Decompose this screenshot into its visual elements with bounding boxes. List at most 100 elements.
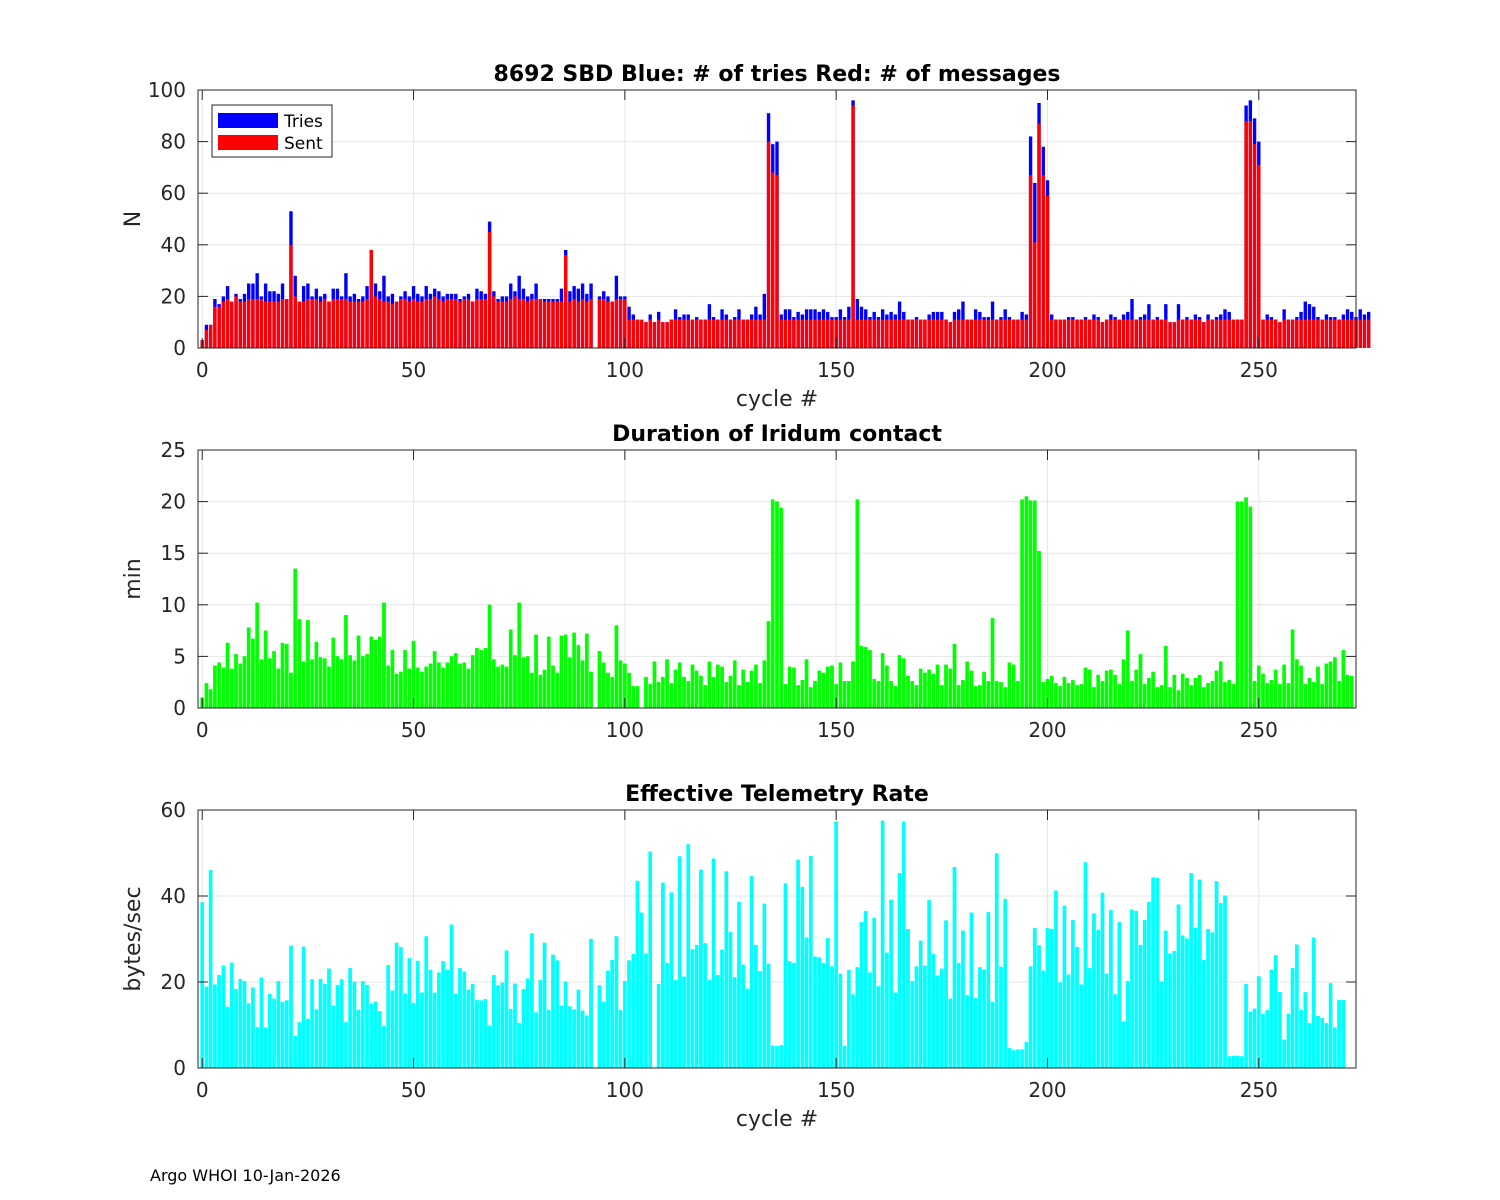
- bar-sent: [796, 319, 800, 348]
- bar: [445, 969, 450, 1069]
- bar: [897, 655, 902, 709]
- bar: [1320, 684, 1325, 709]
- bar-sent: [1320, 319, 1324, 348]
- bar: [779, 1045, 784, 1069]
- bar: [1328, 661, 1333, 709]
- bar-sent: [437, 298, 441, 348]
- bar: [373, 1001, 378, 1069]
- bar-sent: [690, 319, 695, 348]
- bar-sent: [838, 319, 843, 348]
- bar: [787, 666, 792, 709]
- bar: [661, 882, 665, 1069]
- bar: [470, 655, 475, 709]
- bar: [652, 661, 657, 709]
- bar: [859, 922, 864, 1069]
- bar: [1282, 664, 1286, 709]
- bar: [1087, 968, 1092, 1069]
- bar-sent: [1071, 319, 1075, 348]
- bar: [310, 979, 314, 1069]
- bar: [1104, 670, 1109, 709]
- bar: [901, 658, 906, 709]
- bar-sent: [1054, 319, 1058, 348]
- bar-sent: [775, 175, 779, 348]
- legend-label-sent: Sent: [284, 134, 323, 154]
- bar: [466, 989, 471, 1069]
- bar: [525, 978, 530, 1069]
- bar: [1214, 881, 1219, 1069]
- bar-sent: [416, 301, 420, 348]
- bar: [952, 643, 957, 709]
- bar: [804, 659, 809, 709]
- bar: [327, 968, 331, 1069]
- bar: [1016, 1049, 1020, 1069]
- bar: [766, 963, 771, 1069]
- bar: [808, 687, 813, 709]
- bar: [1087, 669, 1092, 709]
- bar-sent: [868, 319, 872, 348]
- bar: [665, 962, 669, 1069]
- bar-sent: [1024, 319, 1029, 348]
- bar: [339, 659, 344, 709]
- bar: [1163, 930, 1168, 1069]
- bar-sent: [1193, 319, 1198, 348]
- bar-sent: [1181, 319, 1185, 348]
- bar-sent: [1219, 319, 1223, 348]
- bar: [686, 844, 691, 1069]
- bar: [318, 978, 323, 1069]
- bar: [1100, 892, 1105, 1069]
- bar: [969, 912, 974, 1069]
- bar-sent: [990, 319, 995, 348]
- bar: [445, 662, 450, 709]
- bar: [479, 650, 484, 709]
- bar: [1286, 683, 1291, 709]
- bar: [754, 664, 758, 709]
- bar: [1020, 499, 1024, 709]
- bar: [614, 625, 619, 709]
- bar: [800, 679, 805, 709]
- bar: [1117, 684, 1122, 709]
- bar-sent: [1155, 319, 1160, 348]
- bar: [914, 685, 919, 709]
- bar: [868, 650, 872, 709]
- bar: [373, 639, 378, 709]
- bar: [1054, 890, 1058, 1069]
- bar: [728, 931, 733, 1069]
- bar: [1176, 904, 1181, 1069]
- bar: [851, 661, 855, 709]
- bar: [889, 681, 893, 709]
- bar-sent: [576, 301, 581, 348]
- bar: [280, 642, 285, 709]
- bar: [762, 660, 767, 709]
- bar: [1134, 669, 1139, 709]
- bar: [1231, 684, 1236, 709]
- bar: [530, 672, 534, 709]
- bar: [1210, 932, 1215, 1069]
- bar: [1172, 950, 1177, 1069]
- bar: [990, 1002, 995, 1069]
- bar: [627, 960, 631, 1069]
- bar: [1041, 970, 1046, 1069]
- bar-sent: [1244, 120, 1248, 349]
- bar: [1028, 966, 1033, 1069]
- footer-text: Argo WHOI 10-Jan-2026: [150, 1166, 341, 1185]
- bar: [1256, 976, 1261, 1069]
- y-tick-label: 40: [161, 884, 186, 908]
- bar: [1028, 500, 1033, 709]
- bar: [572, 632, 576, 709]
- bar: [1345, 674, 1350, 709]
- bar: [838, 662, 843, 709]
- bar: [322, 658, 327, 709]
- bar: [631, 953, 636, 1069]
- bar: [673, 669, 678, 709]
- bar: [1096, 674, 1101, 709]
- bar: [635, 880, 640, 1069]
- bar: [863, 910, 868, 1069]
- bar: [1003, 687, 1008, 709]
- bar: [1303, 684, 1308, 709]
- bar: [1244, 497, 1248, 709]
- bar: [758, 971, 762, 1069]
- bar: [1079, 684, 1084, 709]
- bar: [851, 994, 855, 1069]
- bar: [475, 999, 479, 1069]
- bar: [732, 977, 737, 1069]
